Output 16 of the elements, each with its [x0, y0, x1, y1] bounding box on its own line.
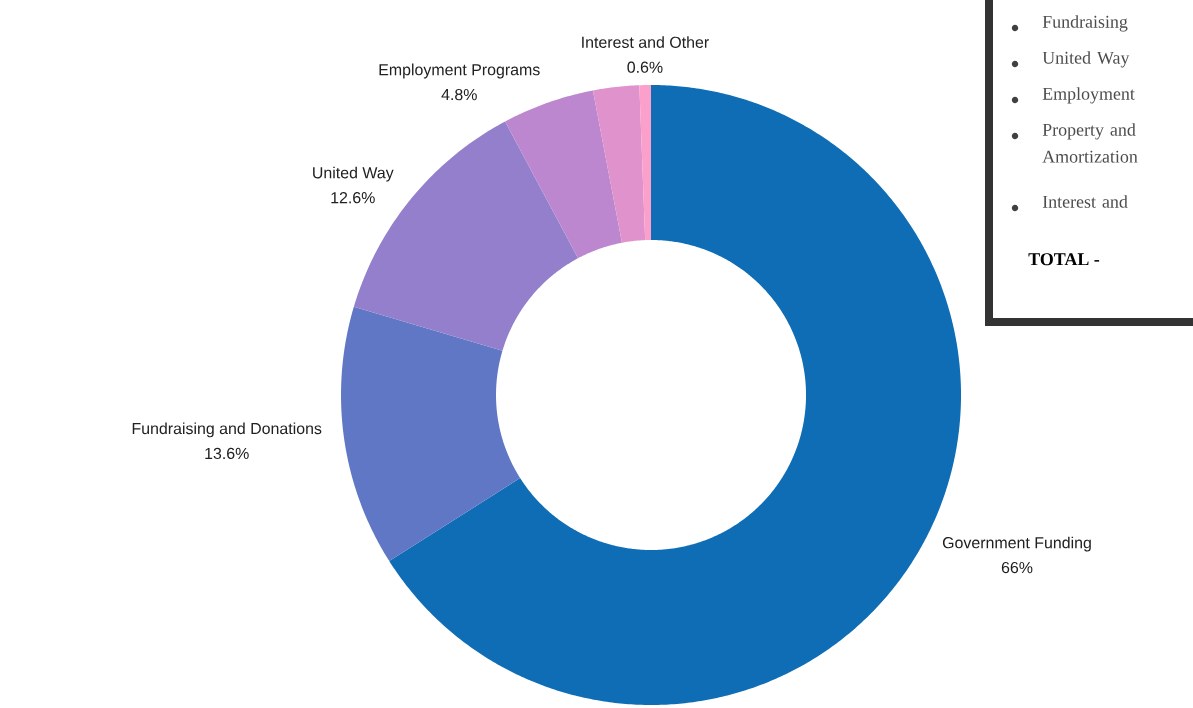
slice-label: Fundraising and Donations	[132, 422, 322, 438]
data-label: 13.6%	[205, 447, 249, 460]
data-label: 0.6%	[627, 61, 663, 73]
data-label: 12.6%	[331, 192, 375, 204]
slice-label: Government Funding	[942, 536, 1091, 552]
text: TOTAL -	[1028, 253, 1100, 266]
text: Interest and	[1042, 195, 1128, 208]
data-label: 66%	[1001, 561, 1033, 574]
slice-label: United Way	[313, 166, 394, 182]
text: Fundraising	[1042, 15, 1128, 32]
slice-label: Employment Programs	[379, 63, 540, 79]
text: Employment	[1042, 87, 1135, 104]
text: Property and Amortization	[1042, 123, 1138, 163]
data-label: 4.8%	[441, 88, 477, 101]
slice-label: Interest and Other	[582, 36, 709, 48]
text: United Way	[1042, 51, 1130, 68]
